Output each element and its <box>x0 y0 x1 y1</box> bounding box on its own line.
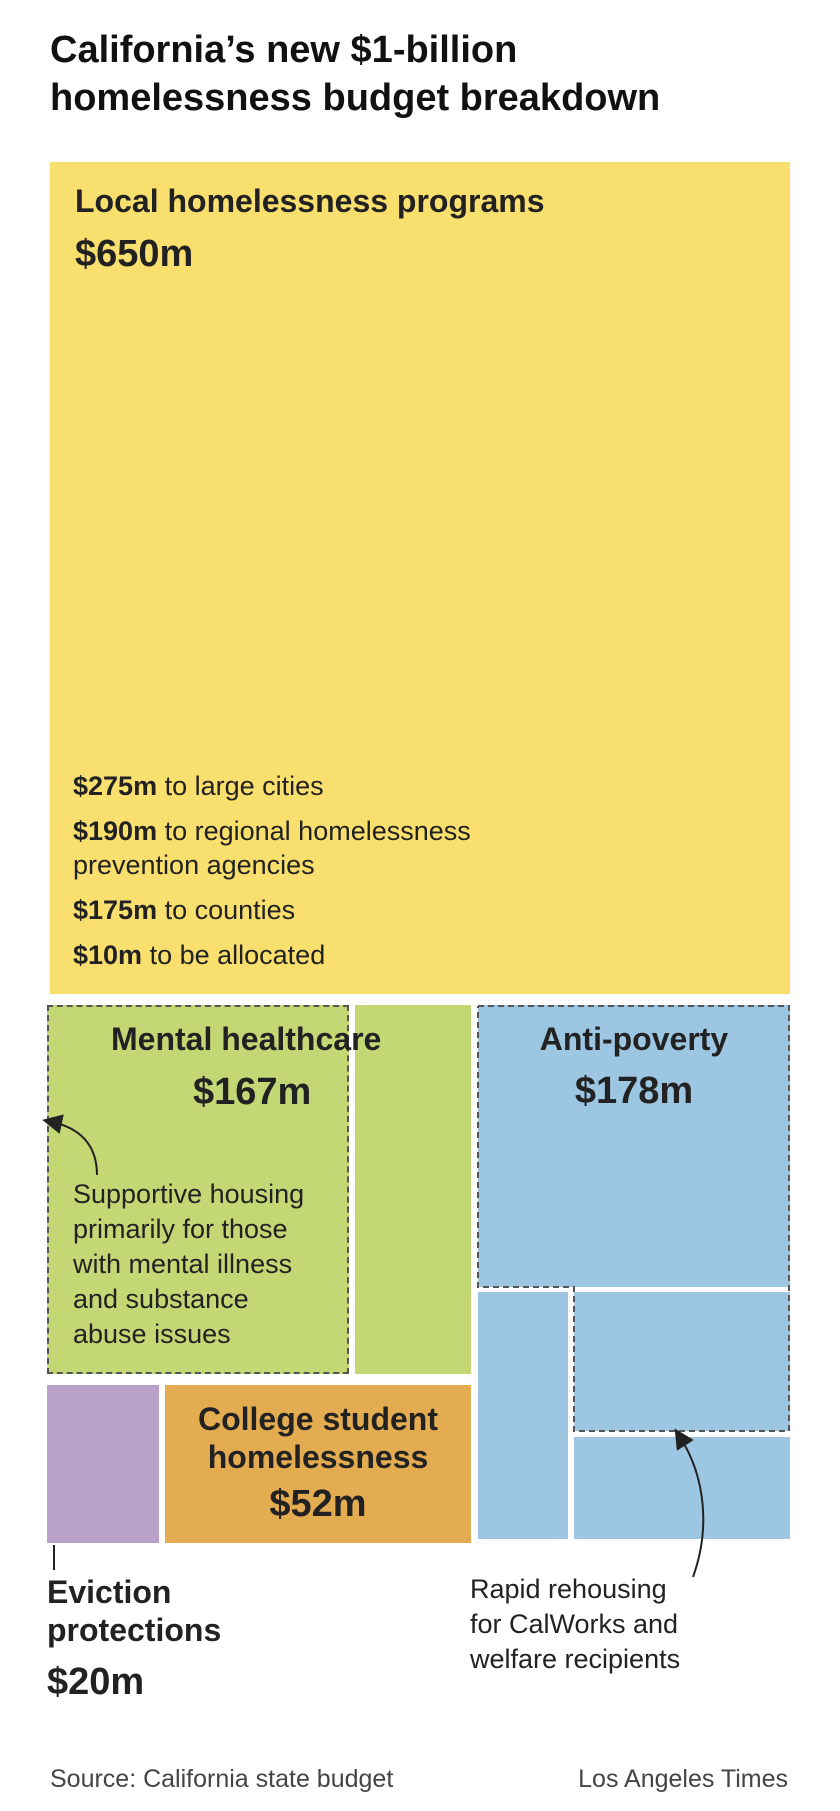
annotation-rapid-rehousing: Rapid rehousing for CalWorks and welfare… <box>470 1572 680 1677</box>
block-mental-healthcare-other <box>355 1005 471 1374</box>
value-college-student-homelessness: $52m <box>269 1483 367 1525</box>
label-eviction-protections: Eviction protections <box>47 1573 221 1649</box>
annotation-line: with mental illness <box>73 1249 293 1279</box>
source-note: Source: California state budget <box>50 1765 394 1793</box>
label-anti-poverty: Anti-poverty <box>539 1021 729 1057</box>
label-line: Eviction <box>47 1574 172 1610</box>
value-local-homelessness: $650m <box>75 233 194 275</box>
label-line: College student <box>197 1401 438 1437</box>
arrow-rapid-rehousing <box>674 1428 705 1578</box>
annotation-line: welfare recipients <box>470 1644 681 1674</box>
value-mental-healthcare: $167m <box>193 1071 312 1113</box>
label-college-student-homelessness: College student homelessness <box>165 1400 471 1476</box>
annotation-line: Rapid rehousing <box>470 1574 667 1604</box>
block-college-student-homelessness <box>165 1385 471 1543</box>
breakdown-text-cont: prevention agencies <box>73 850 315 880</box>
breakdown-amount: $190m <box>73 816 158 846</box>
value-anti-poverty: $178m <box>574 1070 694 1112</box>
annotation-supportive-housing: Supportive housing primarily for those w… <box>73 1177 304 1352</box>
title-line-1: California’s new $1-billion <box>50 29 518 71</box>
credit-logo-text: Los Angeles Times <box>578 1765 788 1793</box>
breakdown-item: $190m to regional homelessness preventio… <box>73 814 471 882</box>
breakdown-item: $275m to large cities <box>73 769 324 803</box>
label-mental-healthcare: Mental healthcare <box>111 1021 382 1057</box>
breakdown-text: to counties <box>164 895 296 925</box>
breakdown-amount: $275m <box>73 771 158 801</box>
block-eviction-protections <box>47 1385 159 1543</box>
chart-title: California’s new $1-billion homelessness… <box>50 26 810 122</box>
breakdown-text: to large cities <box>164 771 324 801</box>
label-line: protections <box>47 1612 222 1648</box>
block-local-homelessness <box>50 162 790 994</box>
breakdown-amount: $175m <box>73 895 158 925</box>
label-line: homelessness <box>207 1439 429 1475</box>
annotation-line: for CalWorks and <box>470 1609 679 1639</box>
breakdown-text: to be allocated <box>149 940 326 970</box>
annotation-line: Supportive housing <box>73 1179 305 1209</box>
annotation-line: and substance <box>73 1284 249 1314</box>
label-local-homelessness: Local homelessness programs <box>75 183 545 219</box>
breakdown-item: $175m to counties <box>73 893 295 927</box>
annotation-line: abuse issues <box>73 1319 231 1349</box>
annotation-line: primarily for those <box>73 1214 288 1244</box>
breakdown-amount: $10m <box>73 940 143 970</box>
block-anti-poverty-bottom <box>574 1437 790 1539</box>
block-anti-poverty-main <box>478 1005 790 1287</box>
title-line-2: homelessness budget breakdown <box>50 77 661 119</box>
block-mental-healthcare-supportive-housing <box>47 1005 349 1374</box>
value-eviction-protections: $20m <box>47 1661 145 1703</box>
block-anti-poverty-rapid-rehousing <box>574 1292 790 1431</box>
block-anti-poverty-small <box>478 1292 568 1539</box>
breakdown-item: $10m to be allocated <box>73 938 325 972</box>
breakdown-text: to regional homelessness <box>164 816 471 846</box>
arrow-supportive-housing <box>42 1114 98 1176</box>
